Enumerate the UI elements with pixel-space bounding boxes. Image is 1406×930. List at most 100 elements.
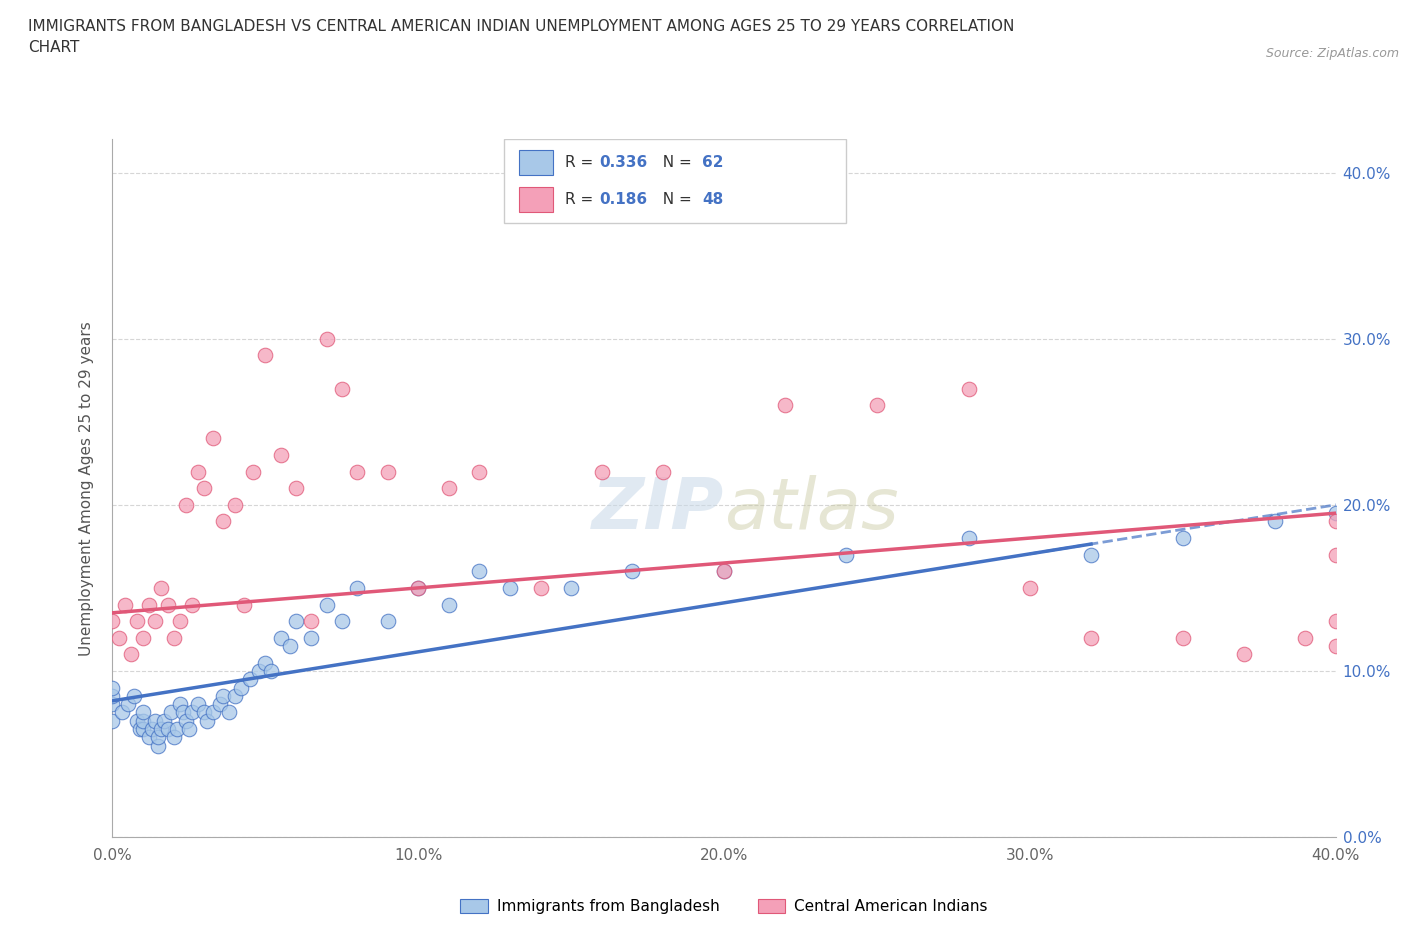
Point xyxy=(187,697,209,711)
Point xyxy=(242,464,264,479)
Point xyxy=(224,688,246,703)
Point xyxy=(530,580,553,595)
Point xyxy=(202,705,225,720)
Point xyxy=(1018,580,1040,595)
Point xyxy=(1324,614,1347,629)
FancyBboxPatch shape xyxy=(503,140,846,223)
Point xyxy=(346,464,368,479)
Point xyxy=(284,614,308,629)
Point xyxy=(713,564,735,578)
Text: ZIP: ZIP xyxy=(592,474,724,544)
Point xyxy=(233,597,256,612)
Point xyxy=(122,688,145,703)
Point xyxy=(156,722,179,737)
Point xyxy=(202,431,225,445)
Point xyxy=(174,498,197,512)
Point xyxy=(1324,514,1347,529)
Point xyxy=(835,547,858,562)
Point xyxy=(254,656,277,671)
Text: 0.336: 0.336 xyxy=(599,155,648,170)
Text: Source: ZipAtlas.com: Source: ZipAtlas.com xyxy=(1265,46,1399,60)
Point xyxy=(156,597,179,612)
Point xyxy=(101,680,124,695)
Point xyxy=(652,464,675,479)
Point xyxy=(132,705,155,720)
Point xyxy=(270,447,292,462)
Point xyxy=(468,464,491,479)
Point xyxy=(181,705,204,720)
Point xyxy=(299,631,322,645)
Point xyxy=(148,730,170,745)
Point xyxy=(247,663,270,678)
Point xyxy=(218,705,240,720)
Point xyxy=(278,639,301,654)
Text: 62: 62 xyxy=(702,155,724,170)
Point xyxy=(117,697,139,711)
Point xyxy=(138,597,160,612)
Point xyxy=(153,713,176,728)
Point xyxy=(138,730,160,745)
Point xyxy=(315,597,337,612)
Point xyxy=(957,531,980,546)
Point xyxy=(1080,631,1102,645)
Point xyxy=(163,730,186,745)
Point xyxy=(408,580,430,595)
FancyBboxPatch shape xyxy=(519,151,553,176)
Point xyxy=(1324,639,1347,654)
Point xyxy=(299,614,322,629)
Point xyxy=(239,671,262,686)
Point xyxy=(560,580,582,595)
Point xyxy=(166,722,188,737)
Point xyxy=(129,722,152,737)
Text: N =: N = xyxy=(654,155,697,170)
Point xyxy=(181,597,204,612)
Text: IMMIGRANTS FROM BANGLADESH VS CENTRAL AMERICAN INDIAN UNEMPLOYMENT AMONG AGES 25: IMMIGRANTS FROM BANGLADESH VS CENTRAL AM… xyxy=(28,19,1015,55)
Point xyxy=(229,680,252,695)
Point xyxy=(330,381,353,396)
Point xyxy=(132,722,155,737)
Point xyxy=(211,514,233,529)
Point xyxy=(101,688,124,703)
Point xyxy=(193,705,215,720)
Point xyxy=(195,713,218,728)
Point xyxy=(141,722,163,737)
Point xyxy=(377,464,399,479)
Point xyxy=(713,564,735,578)
Point xyxy=(468,564,491,578)
Text: atlas: atlas xyxy=(724,474,898,544)
Point xyxy=(254,348,277,363)
Point xyxy=(1233,647,1256,662)
Point xyxy=(132,631,155,645)
Point xyxy=(150,580,173,595)
Point xyxy=(143,713,166,728)
Point xyxy=(169,614,191,629)
Point xyxy=(775,398,797,413)
Point xyxy=(150,722,173,737)
Point xyxy=(187,464,209,479)
Text: 0.186: 0.186 xyxy=(599,193,647,207)
Point xyxy=(125,614,148,629)
Point xyxy=(101,697,124,711)
Point xyxy=(174,713,197,728)
Point xyxy=(499,580,522,595)
Point xyxy=(1080,547,1102,562)
Point xyxy=(143,614,166,629)
Point xyxy=(163,631,186,645)
Point xyxy=(1324,547,1347,562)
Point xyxy=(437,597,460,612)
Point xyxy=(125,713,148,728)
Point xyxy=(260,663,283,678)
Point xyxy=(1264,514,1286,529)
Point xyxy=(1171,531,1194,546)
Point xyxy=(101,614,124,629)
Point xyxy=(591,464,613,479)
Point xyxy=(377,614,399,629)
Point xyxy=(866,398,889,413)
Point xyxy=(315,331,337,346)
Point xyxy=(224,498,246,512)
Point xyxy=(101,713,124,728)
Point xyxy=(1171,631,1194,645)
Point xyxy=(169,697,191,711)
Point xyxy=(621,564,644,578)
Point xyxy=(120,647,142,662)
